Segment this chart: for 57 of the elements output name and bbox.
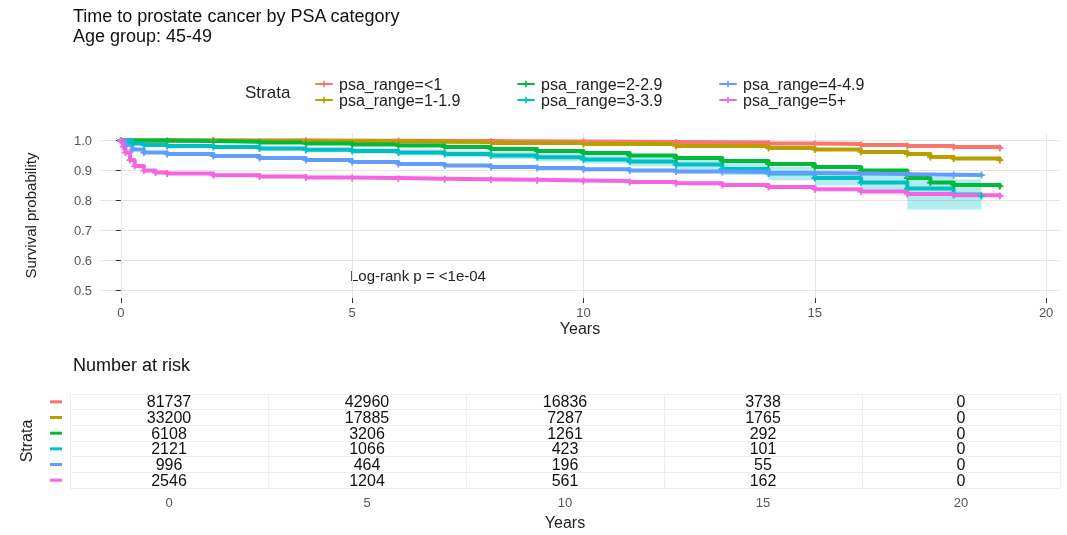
data-label: 423 bbox=[551, 440, 579, 458]
data-label: 561 bbox=[551, 471, 579, 489]
data-label: 1066 bbox=[349, 440, 385, 458]
data-label: 0 bbox=[956, 440, 966, 458]
y-tick-label: 1.0 bbox=[73, 133, 92, 148]
data-label: 101 bbox=[749, 440, 777, 458]
chart-subtitle: Age group: 45-49 bbox=[73, 26, 213, 46]
data-label: 0 bbox=[956, 393, 966, 411]
x-tick-label: 20 bbox=[1038, 305, 1054, 321]
y-tick-label: 0.9 bbox=[73, 163, 92, 179]
data-label: 17885 bbox=[344, 409, 390, 426]
data-label: 33200 bbox=[146, 409, 192, 426]
y-tick-label: 0.6 bbox=[73, 253, 92, 269]
data-label: 996 bbox=[155, 456, 183, 473]
chart-title: Number at risk bbox=[73, 355, 192, 375]
data-label: 7287 bbox=[547, 409, 583, 426]
chart-title: Time to prostate cancer by PSA category bbox=[73, 6, 400, 26]
data-label: 0 bbox=[956, 424, 966, 442]
legend-label: psa_range=4-4.9 bbox=[743, 75, 865, 94]
y-axis-title: Survival probability bbox=[22, 152, 39, 279]
data-label: 464 bbox=[353, 456, 381, 473]
x-axis-title: Years bbox=[544, 513, 586, 531]
legend-label: psa_range=<1 bbox=[339, 75, 443, 94]
data-label: 0 bbox=[956, 471, 966, 489]
data-label: 3206 bbox=[349, 424, 385, 442]
x-tick-label: 10 bbox=[557, 495, 573, 510]
data-label: 1765 bbox=[745, 409, 781, 426]
x-tick-label: 5 bbox=[363, 495, 371, 510]
y-tick-label: 0.7 bbox=[73, 223, 92, 239]
data-label: 6108 bbox=[151, 424, 187, 442]
data-label: 81737 bbox=[146, 393, 192, 411]
data-label: 2546 bbox=[151, 471, 187, 489]
data-label: 292 bbox=[749, 424, 777, 442]
data-label: 3738 bbox=[745, 393, 781, 411]
x-tick-label: 20 bbox=[953, 495, 969, 510]
data-label: 0 bbox=[956, 409, 966, 426]
x-tick-label: 5 bbox=[348, 305, 356, 321]
data-label: 2121 bbox=[151, 440, 187, 458]
x-tick-label: 10 bbox=[576, 305, 591, 321]
data-label: 196 bbox=[551, 456, 579, 473]
y-axis-title: Strata bbox=[17, 419, 35, 463]
legend-label: psa_range=2-2.9 bbox=[541, 75, 663, 94]
legend-title: Strata bbox=[245, 83, 291, 102]
y-tick-label: 0.5 bbox=[73, 283, 92, 299]
x-tick-label: 0 bbox=[117, 305, 125, 321]
x-tick-label: 15 bbox=[755, 495, 771, 510]
data-label: 16836 bbox=[542, 393, 588, 411]
data-label: 42960 bbox=[344, 393, 390, 411]
y-tick-label: 0.8 bbox=[73, 193, 92, 209]
x-axis-title: Years bbox=[559, 319, 601, 337]
data-label: 162 bbox=[749, 471, 777, 489]
x-tick-label: 15 bbox=[807, 305, 823, 321]
data-label: 55 bbox=[754, 456, 772, 473]
data-label: 1261 bbox=[547, 424, 583, 442]
x-tick-label: 0 bbox=[165, 495, 173, 510]
data-label: 1204 bbox=[349, 471, 385, 489]
data-label: 0 bbox=[956, 456, 966, 473]
